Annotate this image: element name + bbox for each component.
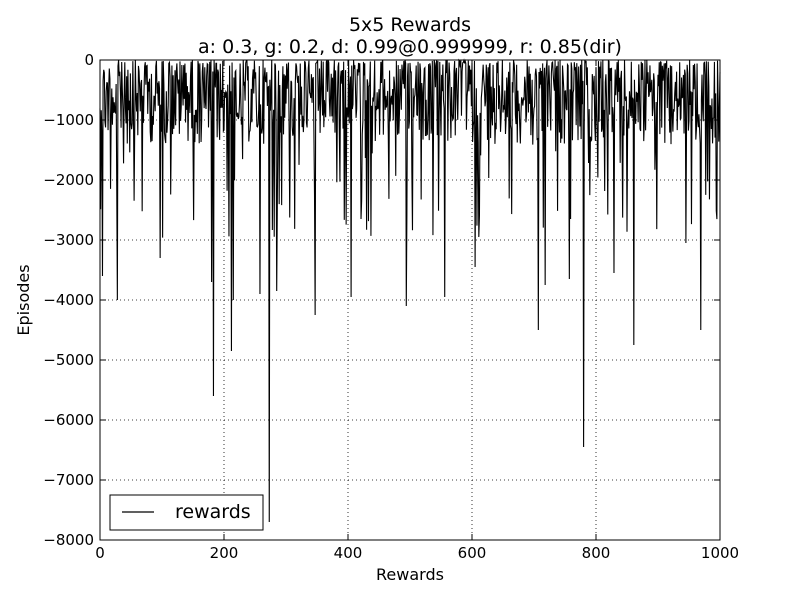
y-tick-label: 0 bbox=[84, 51, 94, 69]
y-tick-label: −8000 bbox=[43, 531, 94, 549]
y-tick-label: −3000 bbox=[43, 231, 94, 249]
y-tick-label: −6000 bbox=[43, 411, 94, 429]
y-tick-label: −5000 bbox=[43, 351, 94, 369]
series-layer bbox=[99, 58, 721, 523]
y-tick-label: −1000 bbox=[43, 111, 94, 129]
chart-legend: rewards bbox=[109, 494, 264, 531]
chart-title: 5x5 Rewards bbox=[349, 14, 471, 36]
x-axis-label: Rewards bbox=[376, 565, 444, 584]
x-tick-label: 200 bbox=[210, 544, 239, 562]
y-tick-label: −7000 bbox=[43, 471, 94, 489]
x-tick-label: 1000 bbox=[701, 544, 739, 562]
chart-subtitle: a: 0.3, g: 0.2, d: 0.99@0.999999, r: 0.8… bbox=[198, 36, 622, 58]
grid-lines bbox=[100, 60, 720, 540]
y-axis-label: Episodes bbox=[14, 264, 33, 335]
x-tick-label: 400 bbox=[334, 544, 363, 562]
axis-ticks: 0 200 400 600 800 1000 0 −1000 −2000 −3000 −4000 −5… bbox=[43, 51, 739, 562]
x-tick-label: 600 bbox=[458, 544, 487, 562]
legend-label-rewards: rewards bbox=[175, 501, 251, 523]
x-tick-label: 800 bbox=[582, 544, 611, 562]
y-tick-label: −4000 bbox=[43, 291, 94, 309]
x-tick-label: 0 bbox=[95, 544, 105, 562]
series-line-rewards bbox=[99, 58, 721, 523]
y-tick-label: −2000 bbox=[43, 171, 94, 189]
